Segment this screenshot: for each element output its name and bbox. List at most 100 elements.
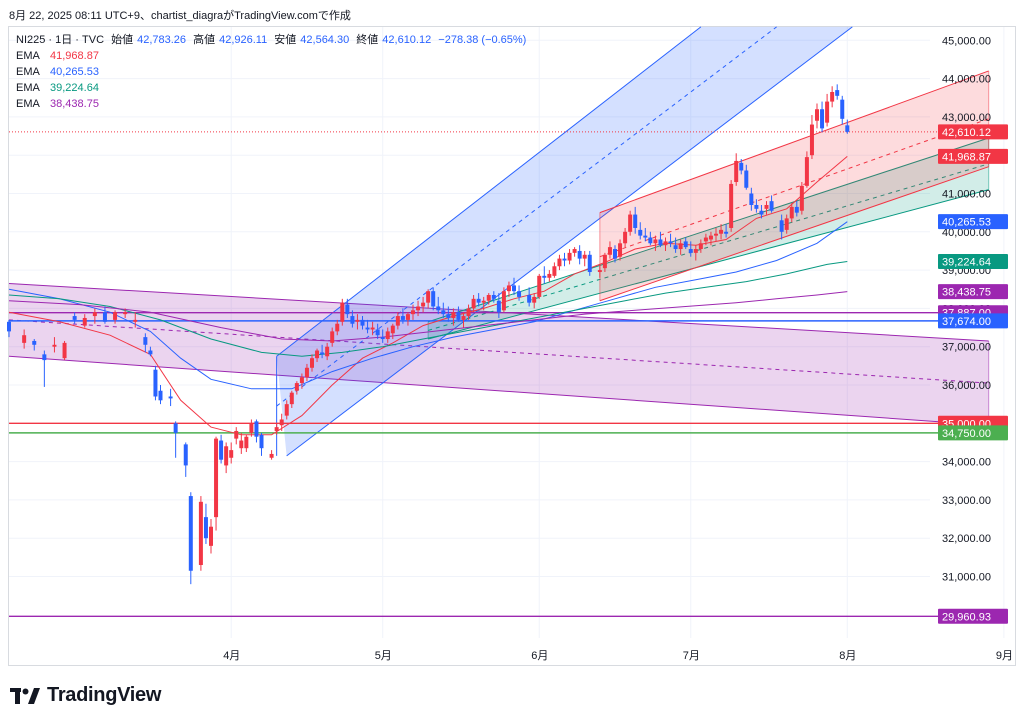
candle-body[interactable] [820,109,825,129]
candle-body[interactable] [269,453,274,458]
candle-body[interactable] [607,247,612,255]
candle-body[interactable] [658,239,663,246]
candle-body[interactable] [451,312,456,318]
ema-line-3[interactable] [8,261,848,357]
candle-body[interactable] [411,310,415,315]
candle-body[interactable] [466,308,471,317]
candle-body[interactable] [623,231,628,244]
candle-body[interactable] [183,444,188,466]
candle-body[interactable] [310,358,314,368]
candle-body[interactable] [542,275,547,278]
candle-body[interactable] [203,517,208,539]
candle-body[interactable] [678,243,683,250]
ema-line-4[interactable] [8,291,848,342]
ema-badge-bg[interactable] [938,284,1008,300]
candle-body[interactable] [754,204,759,209]
candle-body[interactable] [360,319,365,326]
candle-body[interactable] [239,440,244,449]
candle-body[interactable] [340,302,345,322]
candle-body[interactable] [355,319,360,322]
candle-body[interactable] [567,252,572,261]
candle-body[interactable] [764,204,769,209]
candle-body[interactable] [537,275,542,297]
candle-body[interactable] [426,291,431,303]
candle-body[interactable] [143,337,148,345]
candle-body[interactable] [416,306,421,311]
candle-body[interactable] [188,496,193,571]
candle-body[interactable] [613,249,617,259]
channel-lower[interactable] [428,189,989,340]
candle-body[interactable] [815,109,819,121]
tradingview-logo[interactable]: TradingView [10,684,161,707]
candle-body[interactable] [441,310,446,315]
candle-body[interactable] [835,90,840,96]
candle-body[interactable] [244,436,249,449]
channel-fill[interactable] [9,283,989,426]
candle-body[interactable] [209,526,213,546]
candle-body[interactable] [557,258,562,267]
channel-upper[interactable] [427,137,989,323]
candle-body[interactable] [633,214,638,228]
candle-body[interactable] [52,344,57,347]
price-level-badge-bg[interactable] [938,425,1008,441]
candle-body[interactable] [517,291,522,297]
candle-body[interactable] [385,331,390,340]
candle-body[interactable] [405,314,410,320]
candle-body[interactable] [431,291,436,307]
candle-body[interactable] [219,440,224,460]
candle-body[interactable] [618,243,623,257]
ema-row-4[interactable]: EMA 38,438.75 [16,96,530,112]
candle-body[interactable] [153,369,158,397]
candle-body[interactable] [759,210,764,215]
candle-body[interactable] [693,249,698,253]
ema-row-1[interactable]: EMA 41,968.87 [16,48,530,64]
candle-body[interactable] [133,319,138,322]
candle-body[interactable] [799,185,804,211]
candle-body[interactable] [789,206,794,219]
candle-body[interactable] [234,430,239,439]
candle-body[interactable] [532,296,537,303]
chart-frame[interactable] [8,26,1016,666]
candle-body[interactable] [214,438,219,518]
candle-body[interactable] [123,312,128,315]
candle-body[interactable] [330,331,335,343]
candle-body[interactable] [335,323,340,332]
candle-body[interactable] [476,298,481,303]
candle-body[interactable] [628,214,633,232]
candle-body[interactable] [62,342,67,359]
candle-body[interactable] [501,291,506,311]
candle-body[interactable] [486,294,491,301]
price-level-badge-bg[interactable] [938,608,1008,624]
candle-body[interactable] [587,254,592,273]
candle-body[interactable] [496,300,501,313]
symbol-label[interactable]: NI225 · 1日 · TVC [16,34,105,46]
candle-body[interactable] [400,316,405,320]
channel-lower[interactable] [8,355,989,426]
candle-body[interactable] [224,446,229,466]
candle-body[interactable] [648,237,653,244]
channel-upper[interactable] [599,70,989,214]
candle-body[interactable] [294,383,299,391]
candle-body[interactable] [845,125,850,132]
candle-body[interactable] [769,201,774,211]
ema-badge-bg[interactable] [938,214,1008,230]
candle-body[interactable] [804,157,809,186]
candle-body[interactable] [512,285,516,292]
ema-row-2[interactable]: EMA 40,265.53 [16,64,530,80]
candle-body[interactable] [370,327,375,330]
candle-body[interactable] [92,312,97,317]
candle-body[interactable] [421,302,426,307]
candle-body[interactable] [395,316,400,326]
candle-body[interactable] [739,162,744,171]
channel-lower[interactable] [599,166,989,302]
candle-body[interactable] [673,245,678,250]
channel-lower-blue[interactable] [286,26,853,457]
candle-body[interactable] [32,340,37,345]
candle-body[interactable] [582,254,587,259]
candle-body[interactable] [259,434,264,449]
candle-body[interactable] [325,346,330,357]
candle-body[interactable] [299,377,304,384]
ema-badge-bg[interactable] [938,148,1008,164]
candle-body[interactable] [779,220,784,232]
